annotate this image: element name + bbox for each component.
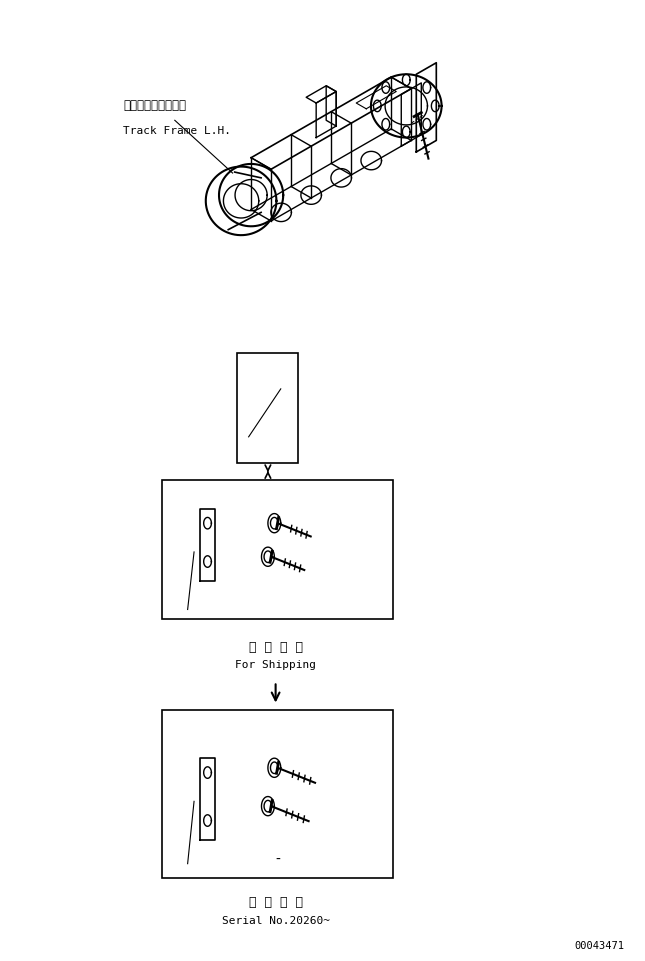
Text: For Shipping: For Shipping <box>235 659 316 670</box>
Text: Track Frame L.H.: Track Frame L.H. <box>123 126 232 136</box>
Text: 適  用  号  機: 適 用 号 機 <box>248 896 303 908</box>
Bar <box>237 354 299 464</box>
Text: -: - <box>275 852 280 866</box>
Bar <box>162 710 393 878</box>
Text: 00043471: 00043471 <box>574 940 624 950</box>
Text: Serial No.20260~: Serial No.20260~ <box>222 915 330 924</box>
Bar <box>162 480 393 620</box>
Text: トラックフレーム左: トラックフレーム左 <box>123 99 186 111</box>
Text: 運  搜  部  品: 運 搜 部 品 <box>248 641 303 653</box>
